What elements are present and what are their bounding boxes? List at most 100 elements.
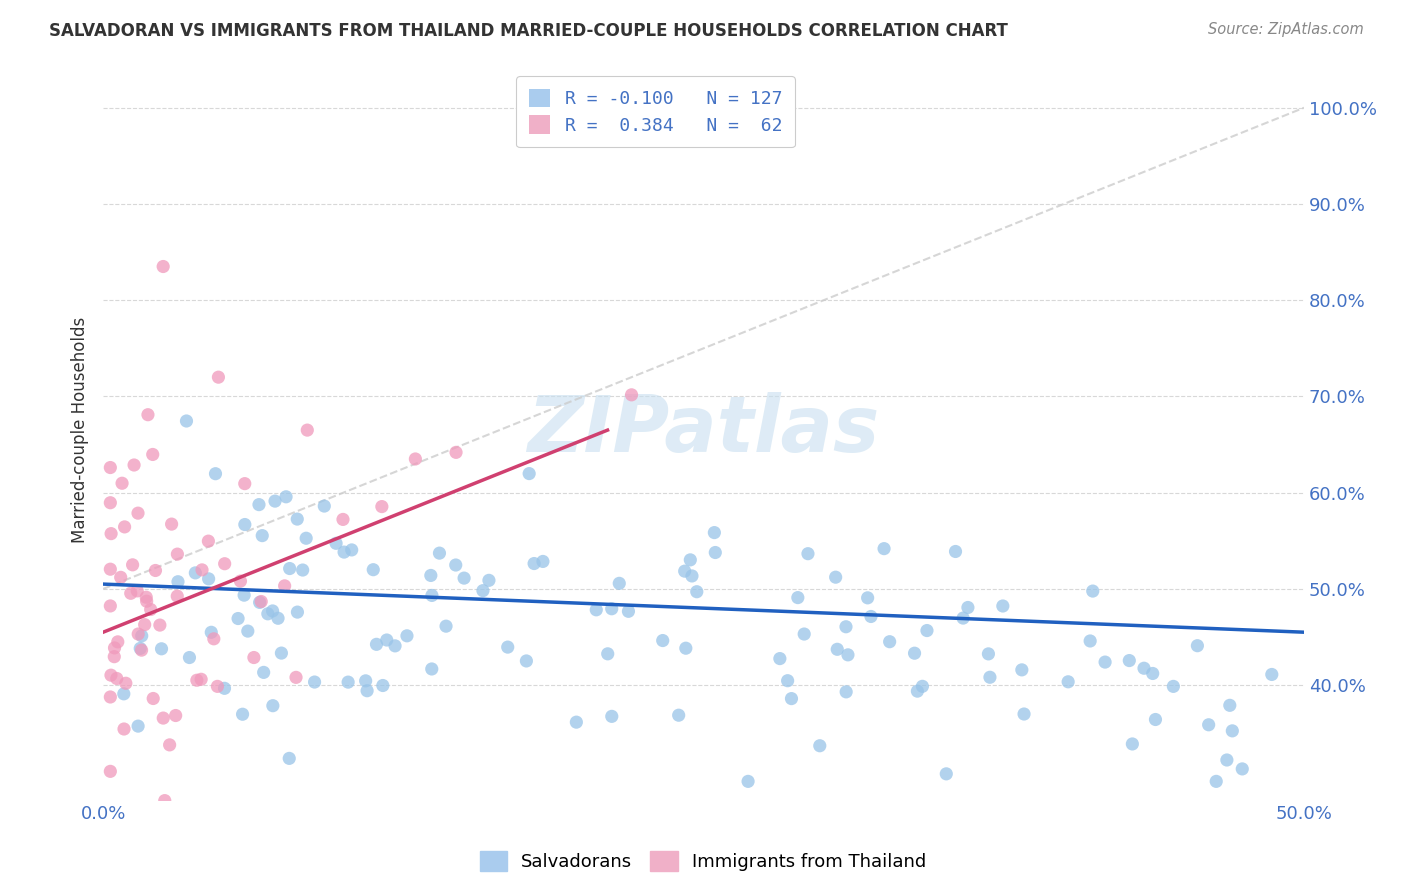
Point xyxy=(776,673,799,688)
Point xyxy=(287,605,309,619)
Point xyxy=(703,525,725,540)
Legend: R = -0.100   N = 127, R =  0.384   N =  62: R = -0.100 N = 127, R = 0.384 N = 62 xyxy=(516,76,794,147)
Point xyxy=(1118,654,1140,668)
Point xyxy=(273,579,295,593)
Point xyxy=(404,452,426,467)
Point xyxy=(197,572,219,586)
Point xyxy=(675,641,697,656)
Point xyxy=(737,774,759,789)
Point xyxy=(176,414,198,428)
Point xyxy=(808,739,831,753)
Point xyxy=(1144,713,1167,727)
Point xyxy=(127,627,149,641)
Point xyxy=(112,687,135,701)
Point xyxy=(620,388,643,402)
Point xyxy=(153,794,176,808)
Point xyxy=(142,691,165,706)
Point xyxy=(911,679,934,693)
Point xyxy=(166,589,188,603)
Point xyxy=(120,586,142,600)
Point xyxy=(115,676,138,690)
Point xyxy=(478,574,501,588)
Point xyxy=(1163,679,1185,693)
Point xyxy=(704,545,727,559)
Point xyxy=(131,629,153,643)
Point xyxy=(233,476,256,491)
Point xyxy=(278,561,301,575)
Point xyxy=(333,545,356,559)
Point xyxy=(267,611,290,625)
Point xyxy=(110,570,132,584)
Point xyxy=(214,557,236,571)
Point xyxy=(121,558,143,572)
Point xyxy=(434,619,457,633)
Point xyxy=(1133,661,1156,675)
Point xyxy=(835,685,858,699)
Point xyxy=(291,563,314,577)
Point xyxy=(1012,706,1035,721)
Text: Source: ZipAtlas.com: Source: ZipAtlas.com xyxy=(1208,22,1364,37)
Point xyxy=(395,629,418,643)
Point xyxy=(1078,634,1101,648)
Point xyxy=(361,563,384,577)
Point xyxy=(496,640,519,654)
Point xyxy=(262,604,284,618)
Point xyxy=(371,679,394,693)
Point xyxy=(160,517,183,532)
Point xyxy=(186,673,208,688)
Point xyxy=(184,566,207,580)
Point xyxy=(837,648,859,662)
Point xyxy=(127,719,149,733)
Point xyxy=(135,591,157,605)
Point xyxy=(952,611,974,625)
Point xyxy=(179,650,201,665)
Point xyxy=(129,641,152,656)
Point xyxy=(979,670,1001,684)
Point xyxy=(103,640,125,655)
Point xyxy=(1219,698,1241,713)
Point xyxy=(285,512,308,526)
Point xyxy=(651,633,673,648)
Point xyxy=(859,609,882,624)
Text: SALVADORAN VS IMMIGRANTS FROM THAILAND MARRIED-COUPLE HOUSEHOLDS CORRELATION CHA: SALVADORAN VS IMMIGRANTS FROM THAILAND M… xyxy=(49,22,1008,40)
Point xyxy=(617,604,640,618)
Point xyxy=(793,627,815,641)
Point xyxy=(596,647,619,661)
Point xyxy=(295,531,318,545)
Point xyxy=(107,635,129,649)
Point xyxy=(429,546,451,560)
Point xyxy=(531,554,554,568)
Point xyxy=(278,751,301,765)
Point xyxy=(98,690,121,704)
Point xyxy=(98,764,121,779)
Point xyxy=(835,620,858,634)
Point xyxy=(340,543,363,558)
Point xyxy=(517,467,540,481)
Point xyxy=(131,643,153,657)
Point xyxy=(202,632,225,646)
Point xyxy=(1121,737,1143,751)
Point xyxy=(226,611,249,625)
Point xyxy=(673,564,696,578)
Point xyxy=(1081,584,1104,599)
Point xyxy=(786,591,808,605)
Point xyxy=(905,684,928,698)
Point xyxy=(135,594,157,608)
Point xyxy=(419,568,441,582)
Point xyxy=(149,618,172,632)
Point xyxy=(112,722,135,736)
Point xyxy=(247,498,270,512)
Point xyxy=(136,408,159,422)
Point xyxy=(285,670,308,684)
Point xyxy=(1261,667,1284,681)
Point xyxy=(945,544,967,558)
Point xyxy=(98,562,121,576)
Point xyxy=(264,494,287,508)
Point xyxy=(253,665,276,680)
Point xyxy=(679,553,702,567)
Point xyxy=(100,526,122,541)
Point xyxy=(145,564,167,578)
Point xyxy=(1057,674,1080,689)
Point xyxy=(1094,655,1116,669)
Point xyxy=(229,574,252,588)
